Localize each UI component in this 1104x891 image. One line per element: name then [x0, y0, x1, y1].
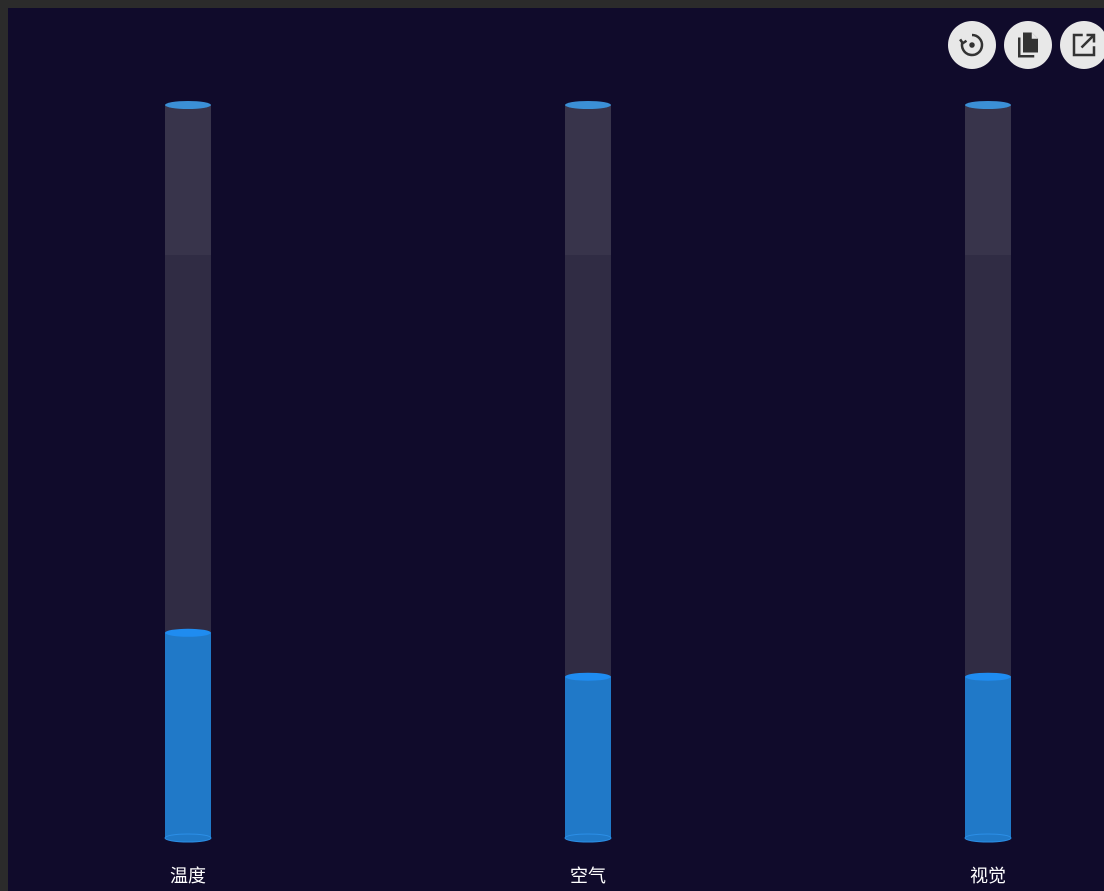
restore-icon [959, 33, 984, 57]
bar-track-cap [565, 101, 611, 109]
restore-button[interactable] [948, 21, 996, 69]
x-tick-label: 视觉 [970, 866, 1006, 887]
bar-bottom-cap [964, 833, 1012, 843]
bar-top-cap [565, 672, 611, 681]
bar-bottom-cap [164, 833, 212, 843]
bar-track-cap [965, 101, 1011, 109]
chart-toolbar [948, 21, 1104, 69]
bar-top-cap [965, 672, 1011, 681]
copy-icon [1018, 32, 1038, 58]
liquid-bar-chart: 温度 空气 视觉 [164, 101, 1012, 887]
x-tick-label: 空气 [570, 866, 606, 887]
bar-bottom-cap [564, 833, 612, 843]
bar-track-highlight [565, 105, 611, 255]
bar-top-cap [165, 628, 211, 637]
bar-track-highlight [965, 105, 1011, 255]
chart-panel: 温度 空气 视觉 [8, 8, 1104, 891]
copy-button[interactable] [1004, 21, 1052, 69]
bar [165, 632, 211, 838]
bar-track-highlight [165, 105, 211, 255]
bar-track-cap [165, 101, 211, 109]
open-external-button[interactable] [1060, 21, 1104, 69]
bar [565, 676, 611, 838]
bar [965, 676, 1011, 838]
x-tick-label: 温度 [170, 866, 206, 887]
open-external-icon [1072, 33, 1096, 57]
